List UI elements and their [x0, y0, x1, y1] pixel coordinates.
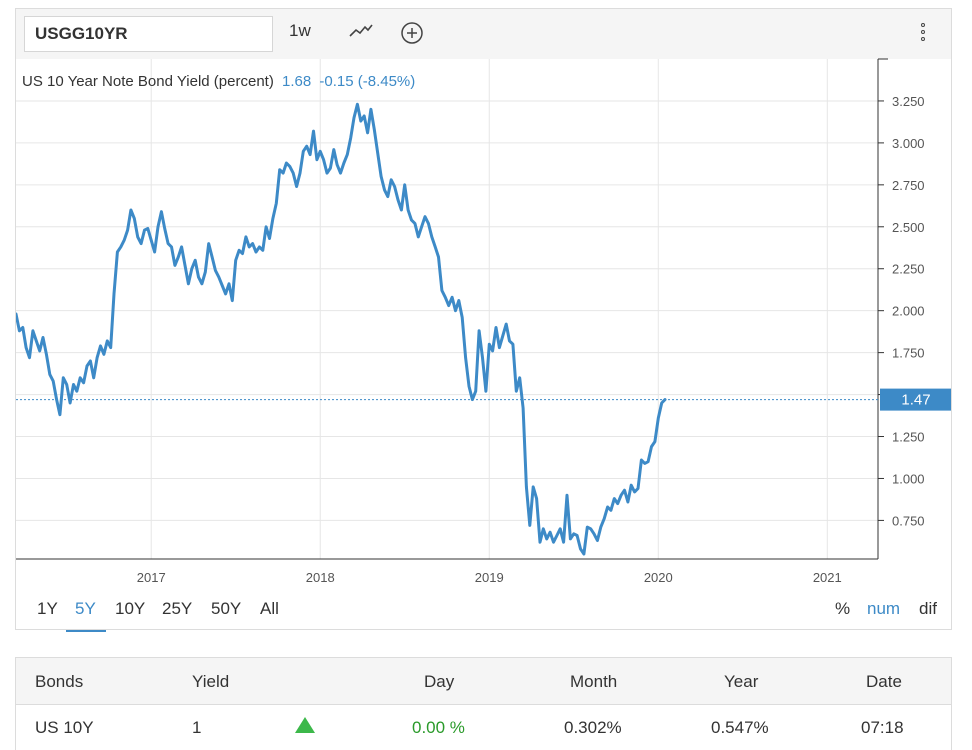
header-yield: Yield: [192, 672, 230, 691]
chart-toolbar: 1w: [16, 9, 951, 59]
row-day: 0.00 %: [412, 718, 465, 737]
bonds-table: Bonds Yield Day Month Year Date US 10Y 1…: [15, 657, 952, 750]
y-tick-label: 0.750: [892, 513, 925, 528]
x-tick-label: 2021: [813, 570, 842, 585]
y-tick-label: 2.250: [892, 262, 925, 277]
y-tick-label: 1.000: [892, 471, 925, 486]
y-tick-label: 2.000: [892, 304, 925, 319]
header-date: Date: [866, 672, 902, 691]
mode-percent-button[interactable]: %: [835, 599, 851, 618]
y-tick-label: 3.250: [892, 94, 925, 109]
header-bonds: Bonds: [35, 672, 84, 691]
y-tick-label: 2.750: [892, 178, 925, 193]
range-5y-button[interactable]: 5Y: [75, 599, 96, 618]
row-date: 07:18: [861, 718, 904, 737]
y-tick-label: 1.250: [892, 430, 925, 445]
table-header: [16, 658, 951, 705]
line-chart: 201720182019202020210.7501.0001.2501.500…: [16, 58, 951, 585]
y-tick-label: 2.500: [892, 220, 925, 235]
range-1y-button[interactable]: 1Y: [37, 599, 58, 618]
symbol-input[interactable]: [24, 16, 273, 52]
vertical-dots-icon[interactable]: [921, 23, 925, 44]
interval-button[interactable]: 1w: [289, 21, 311, 40]
yield-series-line: [16, 102, 667, 556]
mode-num-button[interactable]: num: [867, 599, 901, 618]
active-range-indicator: [66, 630, 106, 632]
mode-dif-button[interactable]: dif: [919, 599, 937, 618]
x-tick-label: 2017: [137, 570, 166, 585]
current-value-label: 1.47: [901, 392, 930, 409]
line-chart-icon[interactable]: [349, 23, 373, 44]
header-year: Year: [724, 672, 759, 691]
header-day: Day: [424, 672, 455, 691]
chart-card: 1w 2017 2018 2019 2020 2021 0.750 1.000 1.250 1.…: [15, 8, 952, 632]
row-month: 0.302%: [564, 718, 622, 737]
y-tick-label: 1.750: [892, 346, 925, 361]
range-all-button[interactable]: All: [260, 599, 279, 618]
chart-title: US 10 Year Note Bond Yield (percent) 1.6…: [22, 73, 415, 90]
plus-circle-icon[interactable]: [400, 21, 424, 50]
chart-title-name: US 10 Year Note Bond Yield (percent): [22, 73, 274, 90]
chart-title-last: 1.68: [282, 73, 312, 90]
chart-title-change: -0.15 (-8.45%): [319, 73, 416, 90]
x-tick-label: 2018: [306, 570, 335, 585]
x-tick-label: 2019: [475, 570, 504, 585]
current-value-badge: [880, 388, 951, 411]
header-month: Month: [570, 672, 618, 691]
x-tick-label: 2020: [644, 570, 673, 585]
y-tick-label: 3.000: [892, 136, 925, 151]
up-arrow-icon: [295, 717, 315, 733]
range-25y-button[interactable]: 25Y: [162, 599, 193, 618]
range-50y-button[interactable]: 50Y: [211, 599, 242, 618]
range-10y-button[interactable]: 10Y: [115, 599, 146, 618]
row-bond-link[interactable]: US 10Y: [35, 718, 94, 737]
row-yield: 1: [192, 718, 202, 737]
row-year: 0.547%: [711, 718, 769, 737]
